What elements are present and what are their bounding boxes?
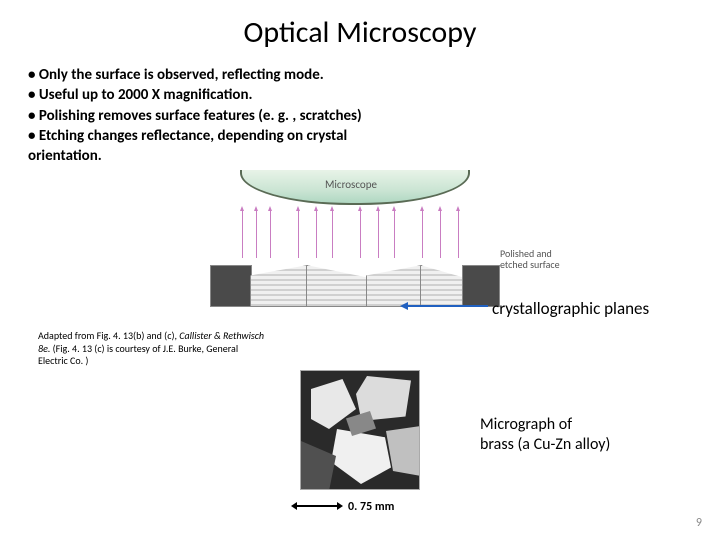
crystallographic-arrow-icon [406, 305, 488, 307]
microscope-diagram: Microscope [210, 170, 500, 305]
scalebar: 0. 75 mm [296, 498, 424, 516]
attribution-text: Adapted from Fig. 4. 13(b) and (c), Call… [38, 330, 268, 368]
scalebar-text: 0. 75 mm [348, 500, 394, 514]
bullet-item: • Useful up to 2000 X magnification. [28, 85, 720, 105]
micrograph-label-line: brass (a Cu-Zn alloy) [480, 435, 610, 455]
scalebar-arrow-icon [296, 505, 338, 507]
sample-grains-icon [210, 265, 500, 307]
microscope-label: Microscope [325, 178, 377, 191]
bullet-item: • Only the surface is observed, reflecti… [28, 65, 720, 85]
bullet-item: orientation. [28, 146, 720, 166]
micrograph-label-line: Micrograph of [480, 415, 610, 435]
attribution-part: (Fig. 4. 13 (c) is courtesy of J.E. Burk… [38, 342, 238, 368]
light-rays-icon [230, 210, 480, 265]
surface-label: Polished and etched surface [500, 248, 560, 270]
bullet-item: • Polishing removes surface features (e.… [28, 106, 720, 126]
bullet-item: • Etching changes reflectance, depending… [28, 126, 720, 146]
crystallographic-label: crystallographic planes [492, 298, 649, 319]
page-title: Optical Microscopy [0, 0, 720, 51]
attribution-part: Adapted from Fig. 4. 13(b) and (c), [38, 329, 179, 342]
bullet-list: • Only the surface is observed, reflecti… [0, 51, 720, 166]
micrograph-label: Micrograph of brass (a Cu-Zn alloy) [480, 415, 610, 455]
micrograph-image [300, 370, 420, 490]
page-number: 9 [696, 516, 702, 530]
surface-label-line: etched surface [500, 259, 560, 270]
